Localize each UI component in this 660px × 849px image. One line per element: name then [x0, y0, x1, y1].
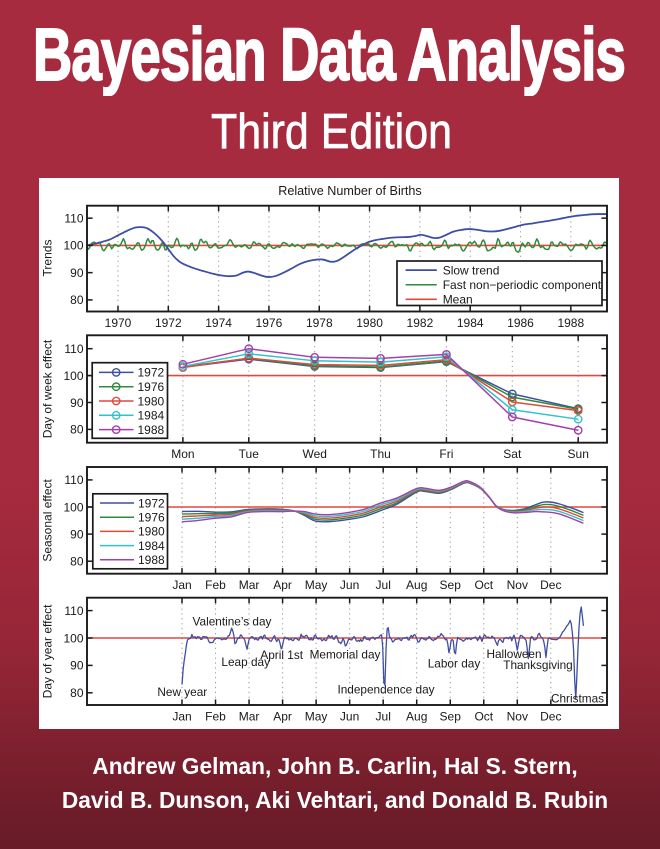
svg-text:Slow trend: Slow trend [443, 263, 500, 277]
svg-text:Christmas: Christmas [551, 692, 604, 706]
svg-text:Relative Number of Births: Relative Number of Births [278, 184, 421, 198]
svg-text:1980: 1980 [138, 525, 165, 539]
svg-text:April 1st: April 1st [260, 648, 303, 662]
svg-text:1976: 1976 [256, 316, 283, 330]
svg-text:1972: 1972 [138, 496, 165, 510]
svg-text:Labor day: Labor day [428, 657, 481, 671]
svg-text:100: 100 [63, 369, 83, 383]
svg-text:1984: 1984 [138, 409, 165, 423]
svg-text:110: 110 [64, 211, 83, 225]
svg-text:90: 90 [70, 659, 84, 673]
svg-text:Fri: Fri [439, 447, 453, 461]
svg-text:Leap day: Leap day [221, 655, 270, 669]
svg-text:Jul: Jul [376, 578, 391, 592]
svg-text:1972: 1972 [138, 366, 165, 380]
svg-text:Aug: Aug [406, 578, 427, 592]
svg-text:1980: 1980 [138, 394, 165, 408]
svg-text:Fast non−periodic component: Fast non−periodic component [443, 278, 602, 292]
svg-text:1988: 1988 [138, 423, 165, 437]
svg-text:1988: 1988 [138, 553, 165, 567]
svg-text:1986: 1986 [507, 316, 534, 330]
svg-text:Thu: Thu [370, 447, 391, 461]
svg-text:Sep: Sep [440, 709, 462, 723]
svg-text:1970: 1970 [105, 316, 132, 330]
svg-text:Sat: Sat [503, 447, 522, 461]
svg-text:Mon: Mon [171, 447, 194, 461]
svg-text:Dec: Dec [540, 578, 561, 592]
svg-text:Valentine’s day: Valentine’s day [193, 615, 272, 629]
svg-text:1982: 1982 [407, 316, 434, 330]
svg-text:90: 90 [70, 266, 84, 280]
svg-text:1984: 1984 [457, 316, 484, 330]
svg-text:Independence day: Independence day [337, 683, 434, 697]
svg-text:May: May [305, 709, 328, 723]
svg-text:Oct: Oct [474, 709, 493, 723]
svg-text:110: 110 [64, 473, 83, 487]
svg-text:100: 100 [63, 631, 83, 645]
svg-text:Jun: Jun [340, 578, 359, 592]
svg-text:Thanksgiving: Thanksgiving [503, 658, 573, 672]
svg-text:1984: 1984 [138, 539, 165, 553]
svg-text:1976: 1976 [138, 511, 165, 525]
svg-text:90: 90 [70, 527, 84, 541]
svg-text:Nov: Nov [507, 709, 528, 723]
svg-text:1988: 1988 [557, 316, 584, 330]
svg-text:Feb: Feb [205, 578, 226, 592]
svg-text:Apr: Apr [273, 709, 292, 723]
svg-text:Nov: Nov [507, 578, 528, 592]
svg-text:Wed: Wed [302, 447, 326, 461]
svg-text:Memorial day: Memorial day [310, 648, 381, 662]
svg-text:New year: New year [157, 685, 207, 699]
svg-text:1974: 1974 [205, 316, 232, 330]
svg-text:90: 90 [70, 396, 84, 410]
svg-text:Jan: Jan [172, 709, 191, 723]
svg-text:1972: 1972 [155, 316, 182, 330]
svg-text:80: 80 [70, 423, 84, 437]
svg-text:1976: 1976 [138, 380, 165, 394]
svg-text:100: 100 [63, 500, 83, 514]
svg-text:Day of year effect: Day of year effect [41, 604, 55, 698]
svg-text:Trends: Trends [41, 240, 55, 277]
svg-text:Sep: Sep [440, 578, 462, 592]
svg-text:Mar: Mar [239, 709, 260, 723]
svg-text:Mar: Mar [239, 578, 260, 592]
svg-text:Dec: Dec [540, 709, 561, 723]
svg-text:80: 80 [70, 293, 84, 307]
svg-text:Seasonal effect: Seasonal effect [41, 478, 55, 561]
svg-text:Jun: Jun [340, 709, 359, 723]
svg-text:1978: 1978 [306, 316, 333, 330]
svg-text:Jul: Jul [376, 709, 391, 723]
svg-text:Tue: Tue [239, 447, 260, 461]
svg-text:80: 80 [70, 686, 84, 700]
svg-text:110: 110 [64, 342, 83, 356]
svg-text:80: 80 [70, 555, 84, 569]
svg-text:110: 110 [64, 604, 83, 618]
svg-text:Sun: Sun [568, 447, 589, 461]
svg-text:Feb: Feb [205, 709, 226, 723]
svg-text:Mean: Mean [443, 293, 473, 307]
svg-text:100: 100 [63, 239, 83, 253]
svg-text:Oct: Oct [474, 578, 493, 592]
svg-text:Halloween: Halloween [486, 647, 541, 661]
svg-text:Day of week effect: Day of week effect [41, 339, 55, 438]
svg-text:Jan: Jan [172, 578, 191, 592]
svg-text:1980: 1980 [356, 316, 383, 330]
svg-text:May: May [305, 578, 328, 592]
svg-text:Aug: Aug [406, 709, 427, 723]
svg-text:Apr: Apr [273, 578, 292, 592]
